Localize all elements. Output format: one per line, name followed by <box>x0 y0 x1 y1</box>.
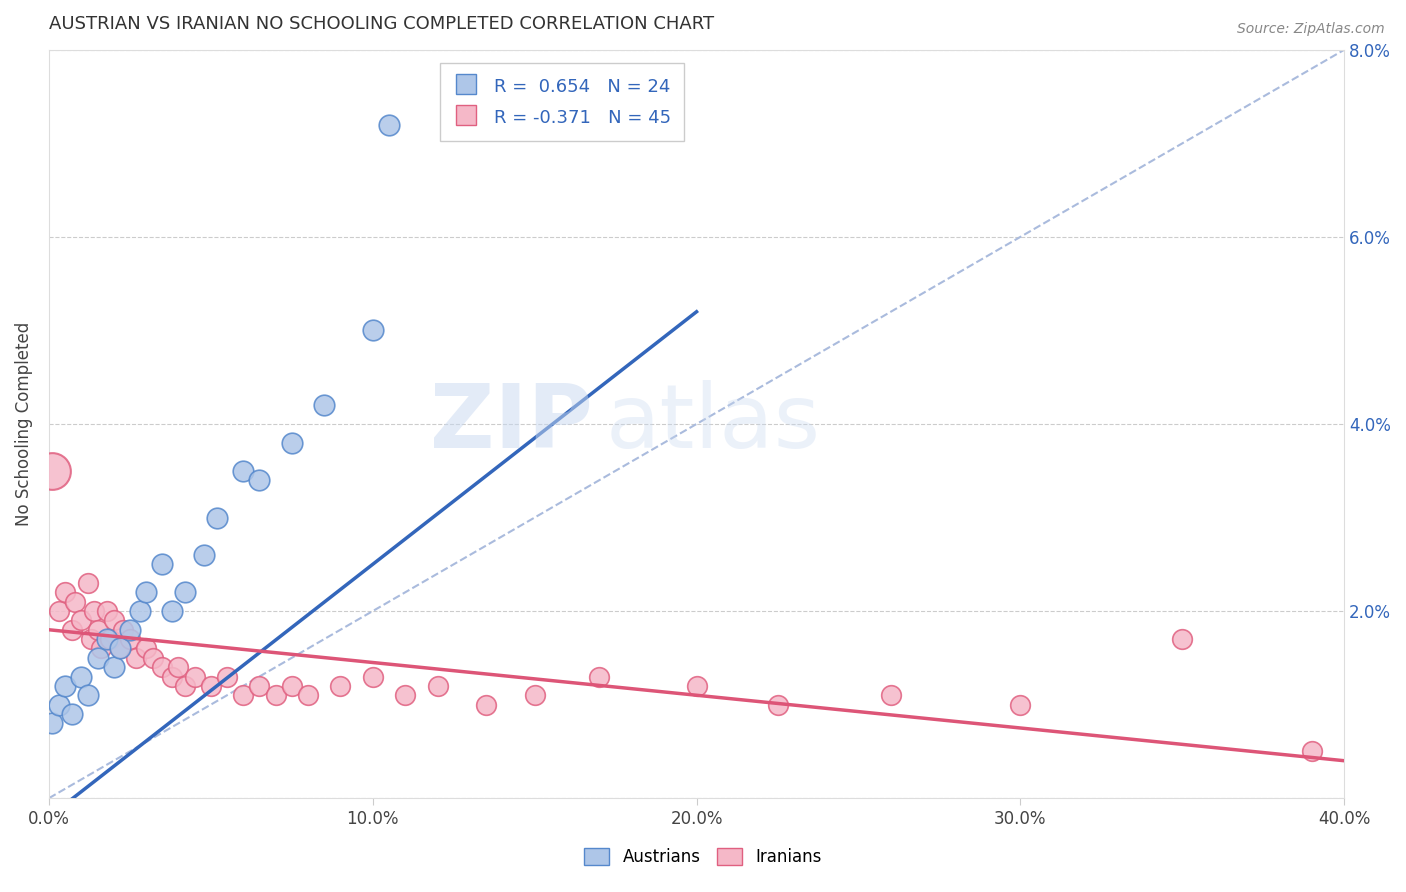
Point <box>128 604 150 618</box>
Text: AUSTRIAN VS IRANIAN NO SCHOOLING COMPLETED CORRELATION CHART: AUSTRIAN VS IRANIAN NO SCHOOLING COMPLET… <box>49 15 714 33</box>
Point <box>378 118 401 132</box>
Point <box>281 679 304 693</box>
Point <box>200 679 222 693</box>
Point <box>207 510 229 524</box>
Point <box>1010 698 1032 712</box>
Point <box>96 632 118 647</box>
Text: ZIP: ZIP <box>430 381 593 467</box>
Point <box>48 698 70 712</box>
Point <box>53 679 76 693</box>
Point <box>135 641 157 656</box>
Point <box>86 650 108 665</box>
Point <box>314 398 336 412</box>
Point <box>90 641 112 656</box>
Point <box>426 679 449 693</box>
Point <box>361 669 384 683</box>
Legend: Austrians, Iranians: Austrians, Iranians <box>578 841 828 873</box>
Point <box>103 614 125 628</box>
Point <box>232 464 254 478</box>
Point <box>103 660 125 674</box>
Point <box>100 632 122 647</box>
Point <box>108 641 131 656</box>
Point <box>48 604 70 618</box>
Point <box>112 623 135 637</box>
Point <box>63 595 86 609</box>
Point <box>150 558 173 572</box>
Point <box>766 698 789 712</box>
Point <box>118 632 141 647</box>
Point <box>60 623 83 637</box>
Text: atlas: atlas <box>606 381 821 467</box>
Point <box>174 679 197 693</box>
Y-axis label: No Schooling Completed: No Schooling Completed <box>15 322 32 526</box>
Point <box>60 706 83 721</box>
Point <box>160 669 183 683</box>
Point <box>118 623 141 637</box>
Point <box>86 623 108 637</box>
Point <box>880 688 903 702</box>
Point <box>183 669 205 683</box>
Point <box>70 669 93 683</box>
Point <box>76 688 98 702</box>
Point <box>1171 632 1194 647</box>
Point <box>96 604 118 618</box>
Point <box>167 660 190 674</box>
Point <box>1301 744 1323 758</box>
Point <box>174 585 197 599</box>
Point <box>685 679 707 693</box>
Point <box>249 473 271 487</box>
Point <box>281 435 304 450</box>
Point <box>232 688 254 702</box>
Point <box>142 650 165 665</box>
Point <box>125 650 148 665</box>
Point <box>160 604 183 618</box>
Point <box>150 660 173 674</box>
Point <box>41 716 63 731</box>
Point <box>297 688 319 702</box>
Point <box>135 585 157 599</box>
Text: Source: ZipAtlas.com: Source: ZipAtlas.com <box>1237 22 1385 37</box>
Point <box>108 641 131 656</box>
Point <box>83 604 105 618</box>
Point <box>41 464 63 478</box>
Point <box>361 323 384 337</box>
Point <box>70 614 93 628</box>
Point <box>53 585 76 599</box>
Point <box>215 669 238 683</box>
Point <box>475 698 498 712</box>
Point <box>264 688 287 702</box>
Point <box>329 679 352 693</box>
Point <box>523 688 546 702</box>
Point <box>394 688 416 702</box>
Point <box>76 576 98 591</box>
Point <box>588 669 610 683</box>
Legend: R =  0.654   N = 24, R = -0.371   N = 45: R = 0.654 N = 24, R = -0.371 N = 45 <box>440 62 683 141</box>
Point <box>193 548 215 562</box>
Point <box>249 679 271 693</box>
Point <box>80 632 103 647</box>
